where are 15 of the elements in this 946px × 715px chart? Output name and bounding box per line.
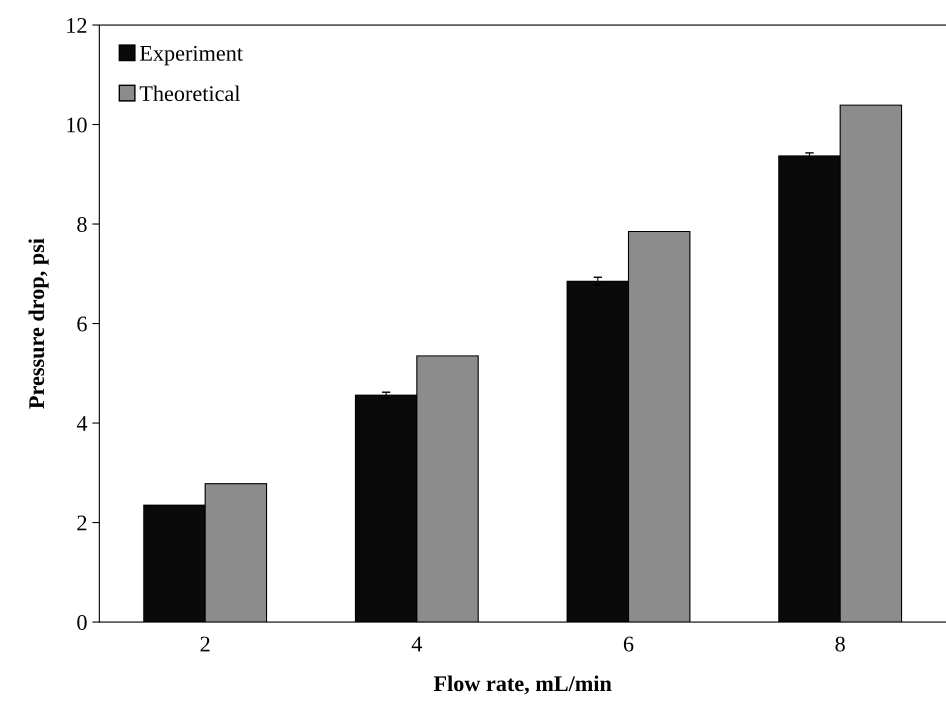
y-tick-label: 4: [76, 416, 88, 431]
y-tick-label: 6: [77, 316, 87, 332]
x-tick-label: 2: [200, 636, 210, 652]
y-tick-label: 0: [77, 614, 87, 630]
y-tick-label: 2: [77, 516, 86, 530]
x-tick-label: 8: [835, 636, 845, 652]
x-tick-label: 6: [624, 636, 634, 652]
legend-label: Experiment: [140, 46, 243, 66]
y-axis-title: Pressure drop, psi: [28, 238, 49, 409]
legend-label: Theoretical: [140, 85, 240, 102]
x-axis-title: Flow rate, mL/min: [434, 676, 612, 694]
y-tick-label: 12: [67, 18, 86, 33]
y-tick-label: 8: [77, 216, 87, 232]
x-tick-label: 4: [412, 636, 422, 652]
y-tick-label: 10: [67, 117, 87, 132]
